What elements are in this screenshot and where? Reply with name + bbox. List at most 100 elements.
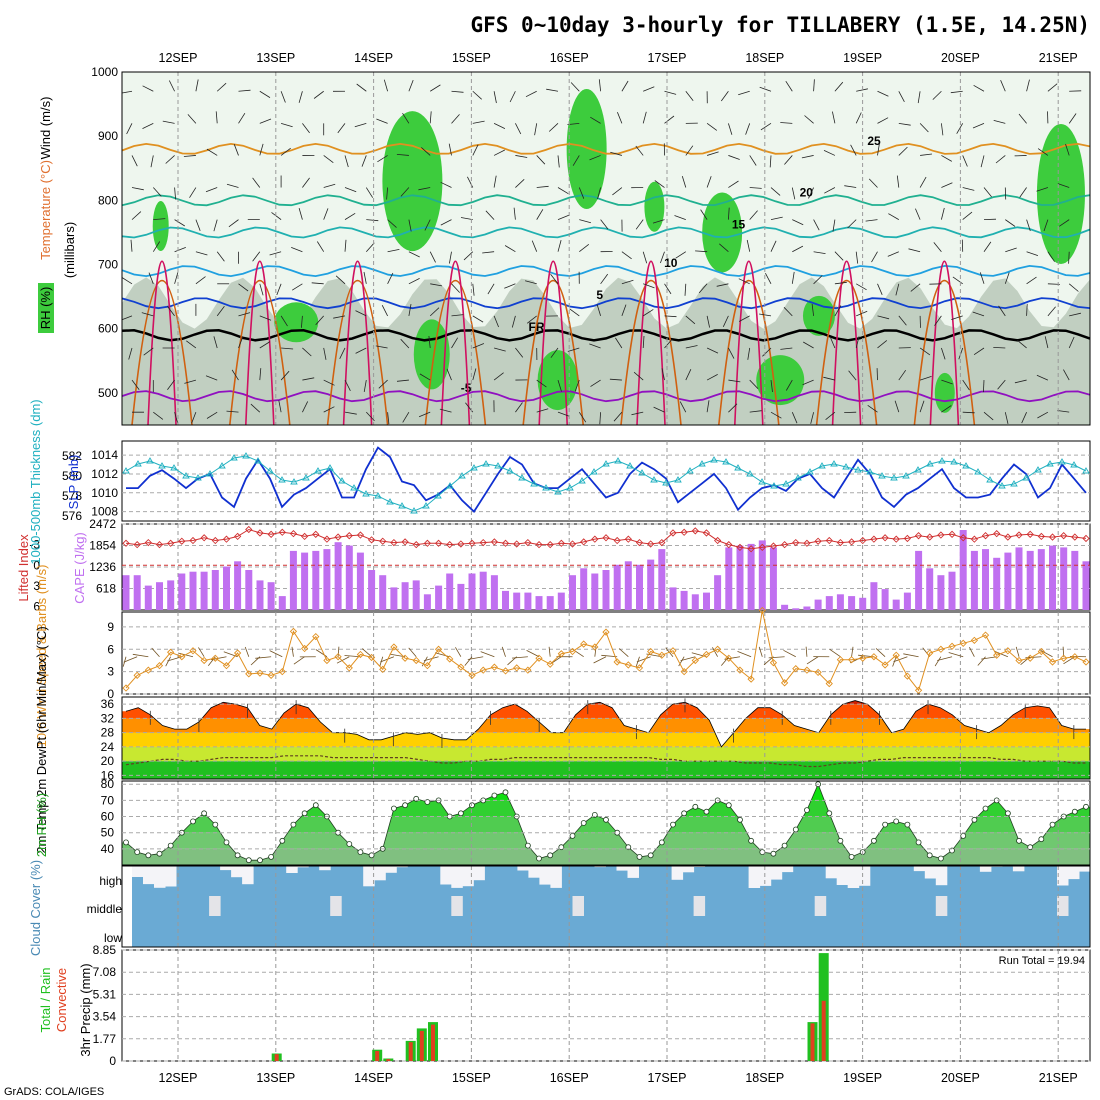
wind-barb xyxy=(898,369,907,381)
wind-barb xyxy=(856,310,868,317)
cloud-gap-high xyxy=(451,866,463,888)
hot-contour xyxy=(424,280,487,425)
wind-barb xyxy=(252,177,261,188)
wind-barb xyxy=(834,81,844,92)
wind-barb xyxy=(1026,251,1039,256)
cape-bar xyxy=(982,549,989,610)
wind-barb xyxy=(762,347,772,357)
cape-bar xyxy=(892,599,900,610)
thickness-point xyxy=(266,467,274,474)
cape-bar xyxy=(814,599,822,610)
wind-barb xyxy=(141,312,154,317)
rh2m-point xyxy=(525,842,531,849)
li-point xyxy=(624,535,632,543)
isotherm-line xyxy=(122,142,1090,155)
wind-barb xyxy=(250,403,261,413)
cape-bar xyxy=(390,587,398,610)
wind-barb xyxy=(738,278,750,285)
wind-barb xyxy=(472,343,485,349)
wind-barb xyxy=(728,155,740,160)
wind-speed-point xyxy=(914,686,923,694)
isotherm-label: -5 xyxy=(461,381,472,395)
wind-barb xyxy=(259,143,264,156)
wind-barb xyxy=(589,155,601,161)
wind-barb xyxy=(633,371,644,381)
wind-speed-point xyxy=(367,653,376,662)
date-label-bottom: 14SEP xyxy=(354,1071,393,1085)
wind-barb xyxy=(174,412,179,424)
thickness-point xyxy=(590,468,598,475)
temp-bands xyxy=(122,700,1090,779)
wind-speed-point xyxy=(233,649,242,657)
rh-high-region xyxy=(644,181,665,232)
wind-barb xyxy=(298,207,303,220)
wind-barb xyxy=(1047,83,1058,92)
wind-barb xyxy=(400,338,410,349)
li-point xyxy=(892,535,900,543)
wind-speed-point xyxy=(1082,658,1090,666)
thickness-point xyxy=(230,454,238,461)
thickness-point xyxy=(794,474,802,481)
wind-barb xyxy=(877,143,880,156)
cloud-cover-panel: high middle low xyxy=(87,865,1091,948)
wind-barb xyxy=(621,279,634,285)
cape-bar xyxy=(926,568,934,610)
thickness-point xyxy=(710,456,718,463)
li-point xyxy=(1071,533,1079,541)
wind-barb xyxy=(1065,143,1070,156)
wind-barb xyxy=(615,337,623,349)
rh2m-point xyxy=(145,852,152,859)
wind-barb xyxy=(419,373,431,381)
thickness-point xyxy=(806,468,814,475)
cape-bar xyxy=(993,557,1001,610)
cloud-gap-high xyxy=(517,866,529,871)
cape-bar xyxy=(401,582,409,610)
cape-bar xyxy=(457,583,465,610)
wind-barb xyxy=(856,88,868,92)
wind-barb xyxy=(365,187,374,198)
thickness-point xyxy=(602,460,610,467)
wind-barb xyxy=(376,118,388,124)
wind-barb xyxy=(1026,79,1030,92)
li-point xyxy=(423,539,432,547)
wind-barb xyxy=(278,400,282,413)
wind-barb xyxy=(557,379,562,392)
li-point xyxy=(524,538,532,547)
wind-barb xyxy=(429,111,432,124)
wind-barb xyxy=(383,79,388,92)
wind-barb xyxy=(344,212,356,220)
wind-barb xyxy=(706,400,710,413)
wind-barb xyxy=(952,276,963,285)
wind-barb-10m xyxy=(198,647,205,657)
isotherm-label: 10 xyxy=(664,256,678,270)
cape-bar xyxy=(423,594,431,610)
wind-barb xyxy=(515,347,524,358)
tick-label: 8.85 xyxy=(93,943,117,957)
wind-barb xyxy=(424,219,431,231)
date-label-top: 12SEP xyxy=(159,51,198,65)
li-point xyxy=(914,532,923,540)
wind-barb xyxy=(824,187,836,194)
wind-barb xyxy=(919,376,932,381)
thickness-point xyxy=(746,470,754,477)
rh2m-point xyxy=(982,805,989,812)
wind-barb xyxy=(451,90,464,93)
wind-barb xyxy=(609,378,622,381)
isotherm-line xyxy=(122,390,1090,403)
li-line xyxy=(125,528,1087,550)
wind-speed-point xyxy=(613,658,621,666)
wind-barb xyxy=(785,379,793,391)
wind-barb xyxy=(291,283,303,291)
rh2m-point xyxy=(167,842,174,849)
li-point xyxy=(870,535,878,543)
wind-barb xyxy=(215,111,218,124)
wind-barb xyxy=(596,304,601,317)
wind-barb xyxy=(356,83,367,92)
wind-barb-10m xyxy=(123,656,138,663)
wind-barb xyxy=(770,411,782,419)
wind-barb xyxy=(487,283,495,295)
tick-label: 20 xyxy=(101,754,115,768)
cape-bar xyxy=(312,550,320,610)
li-point xyxy=(222,535,231,543)
tick-label: low xyxy=(104,931,122,945)
